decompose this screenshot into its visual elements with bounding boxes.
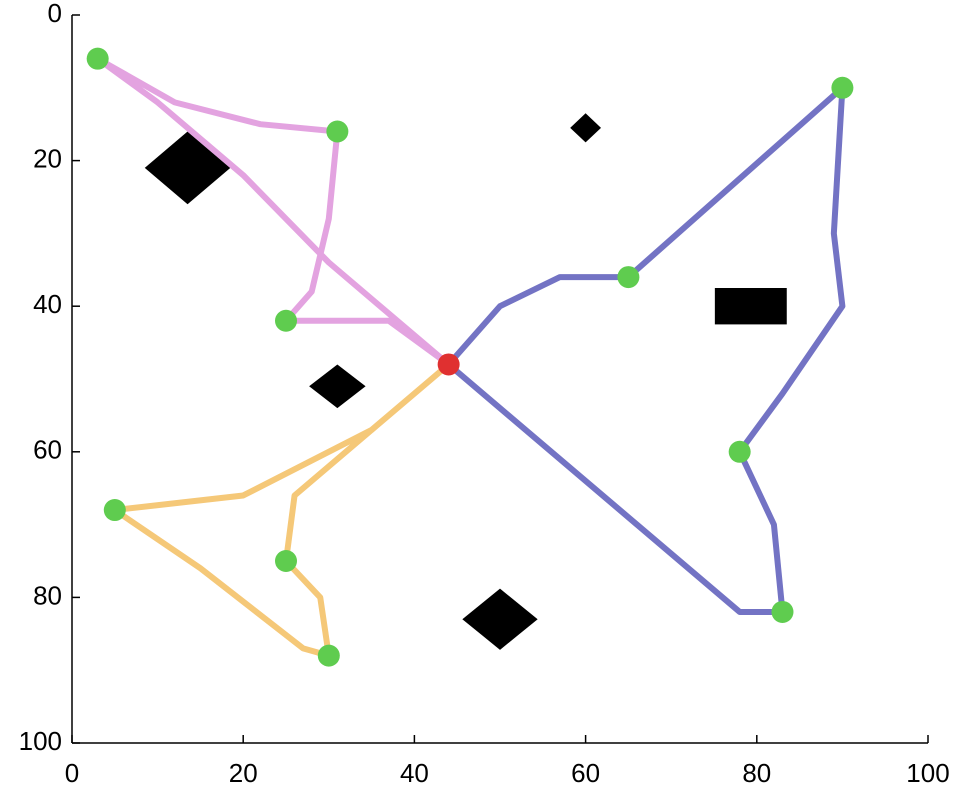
- waypoint: [317, 644, 340, 667]
- waypoint: [86, 47, 109, 70]
- waypoint: [326, 120, 349, 143]
- depot: [437, 353, 460, 376]
- y-tick-label: 80: [33, 580, 62, 610]
- route: [111, 361, 452, 659]
- waypoint: [275, 309, 297, 332]
- waypoint: [771, 600, 794, 623]
- y-tick-label: 0: [48, 0, 62, 28]
- y-tick-label: 100: [19, 726, 62, 756]
- x-tick-label: 20: [229, 758, 258, 788]
- obstacle: [309, 364, 366, 409]
- route: [94, 55, 452, 368]
- x-tick-label: 60: [571, 758, 600, 788]
- obstacle: [570, 113, 602, 143]
- x-tick-label: 0: [65, 758, 79, 788]
- x-tick-label: 40: [400, 758, 429, 788]
- x-tick-label: 80: [742, 758, 771, 788]
- y-tick-label: 20: [33, 143, 62, 173]
- waypoint: [275, 550, 297, 572]
- obstacle: [144, 131, 231, 205]
- waypoint: [617, 266, 640, 289]
- waypoint: [103, 499, 126, 522]
- waypoint: [831, 76, 854, 99]
- x-tick-label: 100: [906, 758, 949, 788]
- y-tick-label: 60: [33, 435, 62, 465]
- obstacle: [462, 588, 538, 650]
- route: [445, 84, 846, 615]
- waypoint: [728, 440, 751, 463]
- y-tick-label: 40: [33, 289, 62, 319]
- obstacle: [714, 288, 787, 325]
